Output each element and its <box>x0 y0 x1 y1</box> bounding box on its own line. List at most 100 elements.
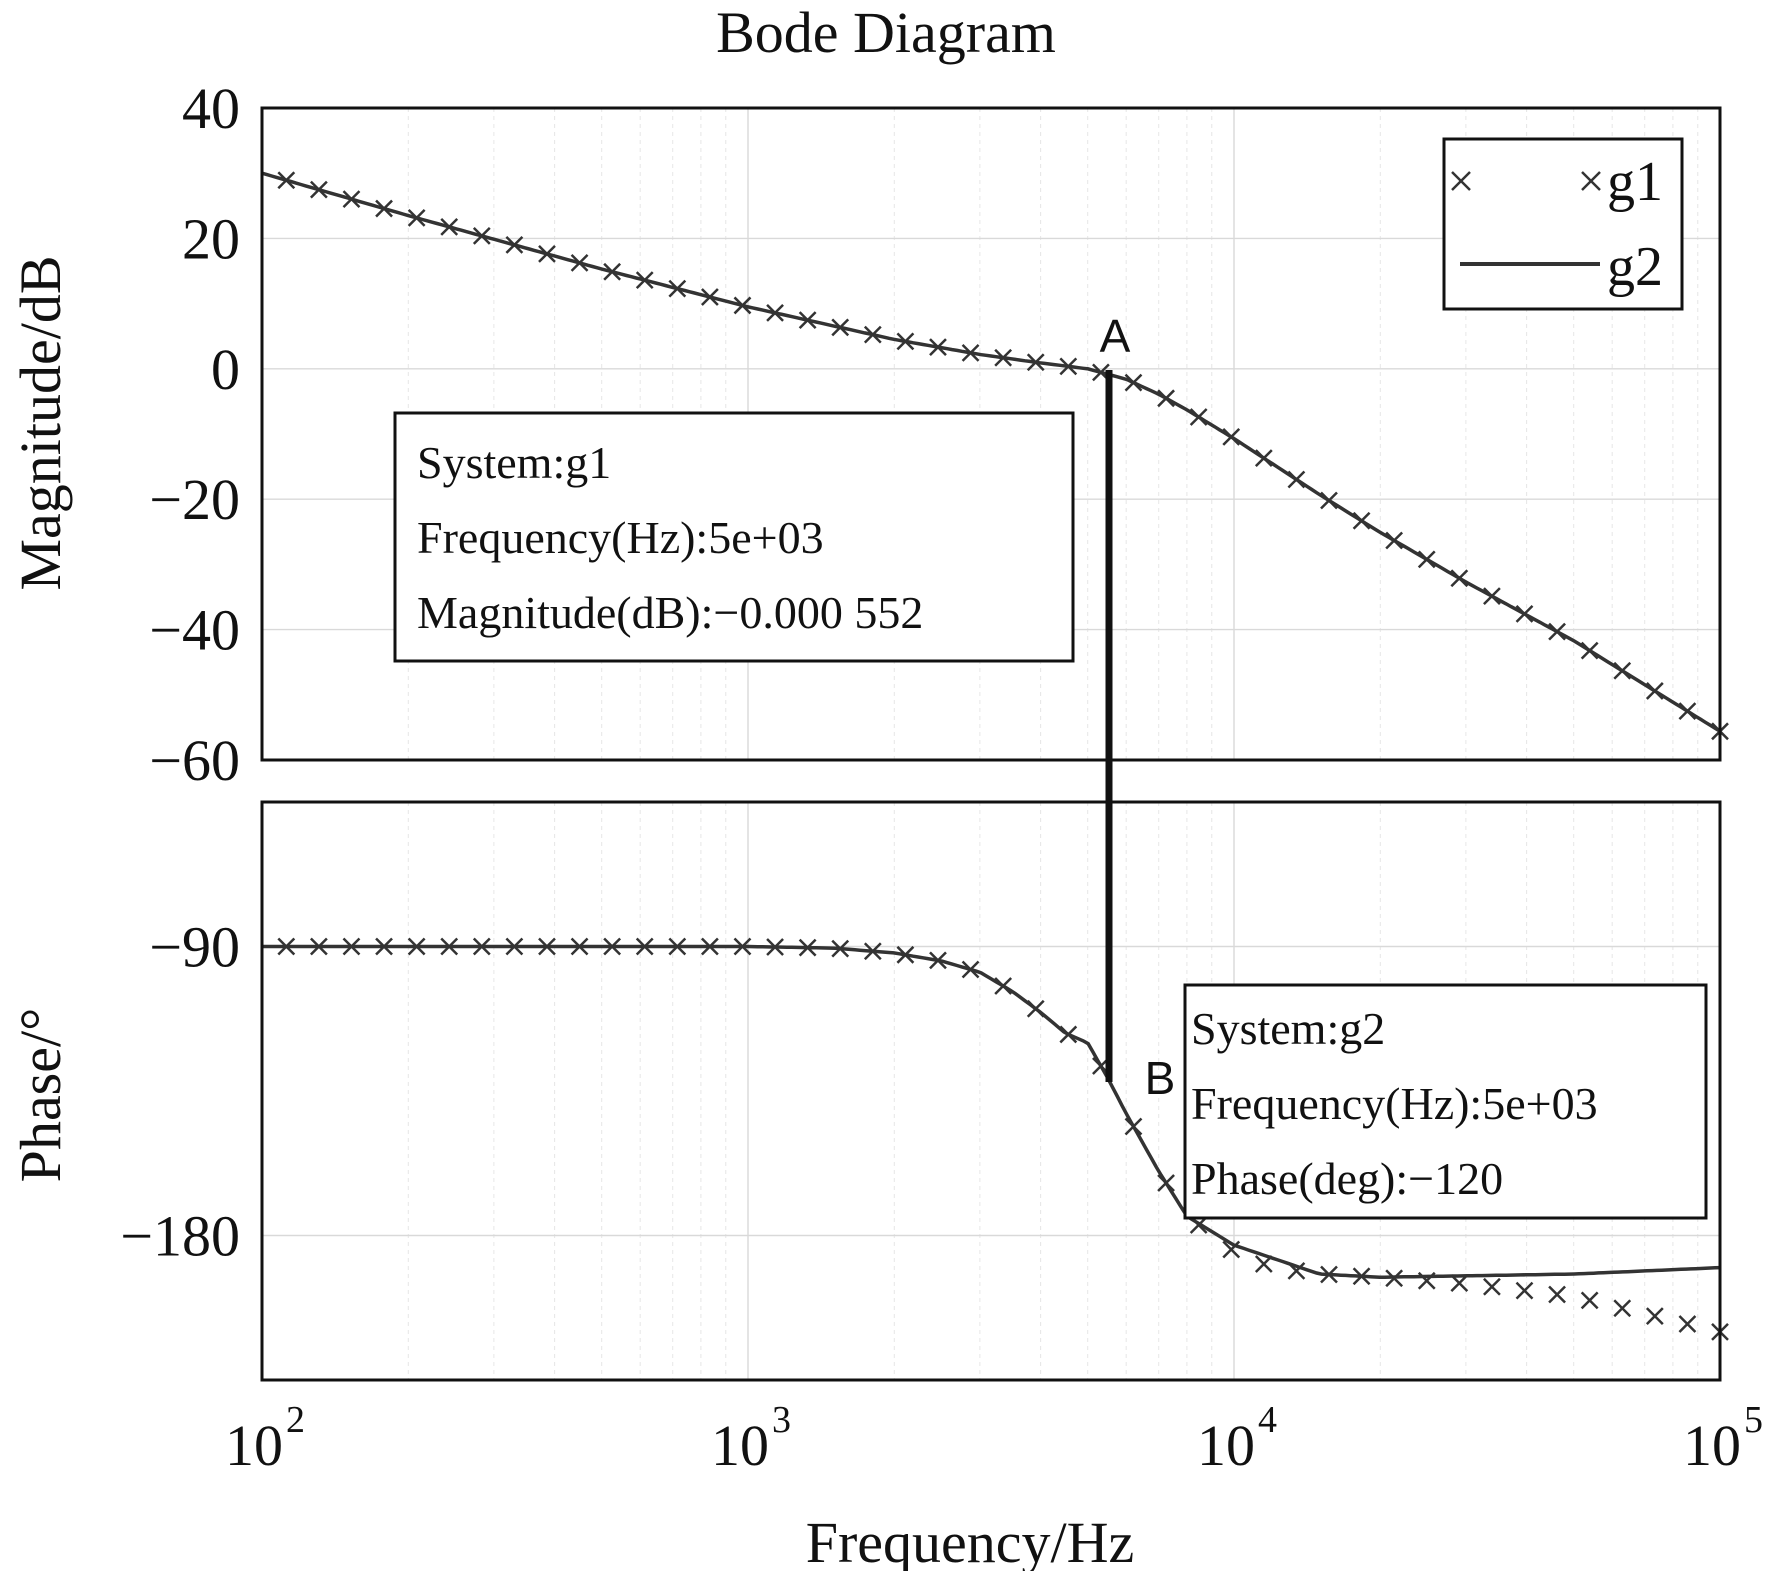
phase-y-tick-label: −180 <box>120 1204 240 1269</box>
magnitude-g1-marker <box>1580 641 1599 660</box>
magnitude-g1-marker <box>1515 605 1534 623</box>
magnitude-y-ticks: 40 20 0 −20 −40 −60 <box>149 76 240 793</box>
phase-frame <box>260 800 1722 1382</box>
x-tick-label: 10 5 <box>1683 1399 1763 1478</box>
phase-g1-marker <box>440 937 459 956</box>
phase-g1-marker <box>375 937 393 956</box>
datatip-g1-line-1: System:g1 <box>417 437 611 488</box>
magnitude-g1-marker <box>766 304 784 322</box>
magnitude-g1-marker <box>1385 531 1404 550</box>
magnitude-series <box>261 171 1729 741</box>
datatip-g1-line-3: Magnitude(dB):−0.000 552 <box>417 587 923 638</box>
datatip-g1-line-2: Frequency(Hz):5e+03 <box>417 512 824 563</box>
magnitude-g1-marker <box>1222 427 1241 446</box>
magnitude-g1-marker <box>570 254 589 272</box>
phase-g1-marker <box>1450 1274 1469 1293</box>
magnitude-series-g1-markers <box>277 171 1729 741</box>
magnitude-y-tick-label: 20 <box>182 206 240 271</box>
magnitude-y-tick-label: 0 <box>211 337 240 402</box>
magnitude-g1-marker <box>1189 408 1208 426</box>
magnitude-g1-marker <box>733 296 752 315</box>
phase-g1-marker <box>798 938 817 957</box>
magnitude-g1-marker <box>505 236 524 254</box>
magnitude-y-label: Magnitude/dB <box>8 255 73 590</box>
x-tick-exponent: 4 <box>1258 1399 1277 1441</box>
phase-g1-marker <box>929 951 947 970</box>
phase-g1-marker <box>1189 1216 1208 1234</box>
phase-g1-marker <box>831 939 850 958</box>
phase-y-label: Phase/° <box>8 1008 73 1183</box>
magnitude-g1-marker <box>1450 569 1469 588</box>
phase-g1-marker <box>505 937 524 956</box>
phase-g1-marker <box>896 945 915 964</box>
magnitude-g1-marker <box>342 190 361 209</box>
phase-g1-marker <box>994 977 1013 995</box>
datatip-g2: System:g2 Frequency(Hz):5e+03 Phase(deg)… <box>1183 983 1708 1220</box>
magnitude-g1-marker <box>1483 587 1501 606</box>
phase-g1-marker <box>1352 1267 1371 1286</box>
magnitude-g1-marker <box>1352 511 1371 530</box>
phase-g1-marker <box>310 937 328 956</box>
datatip-g2-line-1: System:g2 <box>1191 1003 1385 1054</box>
x-axis-label: Frequency/Hz <box>806 1510 1135 1571</box>
magnitude-g1-marker <box>1157 389 1175 408</box>
phase-g1-marker <box>342 937 361 956</box>
phase-g1-marker <box>1222 1240 1241 1259</box>
magnitude-g1-marker <box>1417 550 1436 569</box>
annotation-b: B <box>1145 1052 1176 1104</box>
magnitude-g1-marker <box>277 171 296 190</box>
datatip-g2-line-2: Frequency(Hz):5e+03 <box>1191 1078 1598 1129</box>
phase-g1-marker <box>1548 1285 1566 1304</box>
magnitude-g1-marker <box>1124 373 1143 392</box>
magnitude-g1-marker <box>1678 702 1697 721</box>
phase-g1-marker <box>1483 1277 1501 1296</box>
phase-g1-marker <box>1580 1291 1599 1310</box>
phase-g1-marker <box>1417 1271 1436 1290</box>
magnitude-g1-marker <box>407 209 426 227</box>
datatip-g1: System:g1 Frequency(Hz):5e+03 Magnitude(… <box>393 411 1075 663</box>
magnitude-g1-marker <box>1026 353 1045 372</box>
magnitude-g1-marker <box>1548 622 1566 641</box>
legend-label-g2: g2 <box>1607 236 1663 298</box>
magnitude-g1-marker <box>668 279 687 298</box>
magnitude-g1-marker <box>798 311 817 330</box>
legend-marker-g1 <box>1451 171 1601 191</box>
phase-g1-marker <box>407 937 426 956</box>
x-tick-label: 10 2 <box>225 1399 305 1478</box>
phase-y-tick-label: −90 <box>149 915 240 980</box>
magnitude-g1-marker <box>310 180 328 199</box>
phase-g1-marker <box>1026 999 1045 1018</box>
magnitude-g1-marker <box>472 227 491 245</box>
phase-g1-marker <box>733 937 752 956</box>
x-tick-base: 10 <box>225 1413 283 1478</box>
x-tick-label: 10 4 <box>1197 1399 1277 1478</box>
magnitude-g1-marker <box>1320 491 1338 510</box>
magnitude-g1-marker <box>896 332 915 351</box>
phase-g1-marker <box>1254 1255 1273 1273</box>
magnitude-y-tick-label: −40 <box>149 598 240 663</box>
magnitude-y-tick-label: −60 <box>149 728 240 793</box>
phase-g1-marker <box>1678 1315 1697 1333</box>
phase-g1-marker <box>538 937 556 956</box>
x-tick-labels: 10 2 10 3 10 4 10 5 <box>225 1399 1763 1478</box>
magnitude-y-tick-label: −20 <box>149 467 240 532</box>
phase-g1-marker <box>701 937 719 956</box>
x-tick-base: 10 <box>1683 1413 1741 1478</box>
phase-g1-marker <box>1515 1281 1534 1300</box>
magnitude-g1-marker <box>538 245 556 263</box>
phase-g1-marker <box>1320 1265 1338 1284</box>
legend-box <box>1442 137 1684 311</box>
magnitude-g1-marker <box>1645 682 1664 700</box>
phase-g1-marker <box>1645 1307 1664 1325</box>
magnitude-frame <box>260 106 1722 762</box>
magnitude-g1-marker <box>961 343 980 362</box>
phase-g1-marker <box>1059 1025 1078 1044</box>
magnitude-g1-marker <box>1059 357 1078 376</box>
magnitude-g1-marker <box>831 318 850 337</box>
phase-g1-marker <box>863 942 882 961</box>
annotation-a: A <box>1100 310 1131 362</box>
magnitude-g1-marker <box>929 338 947 356</box>
phase-g1-marker <box>1287 1261 1306 1280</box>
magnitude-series-g2-line <box>261 171 1721 733</box>
